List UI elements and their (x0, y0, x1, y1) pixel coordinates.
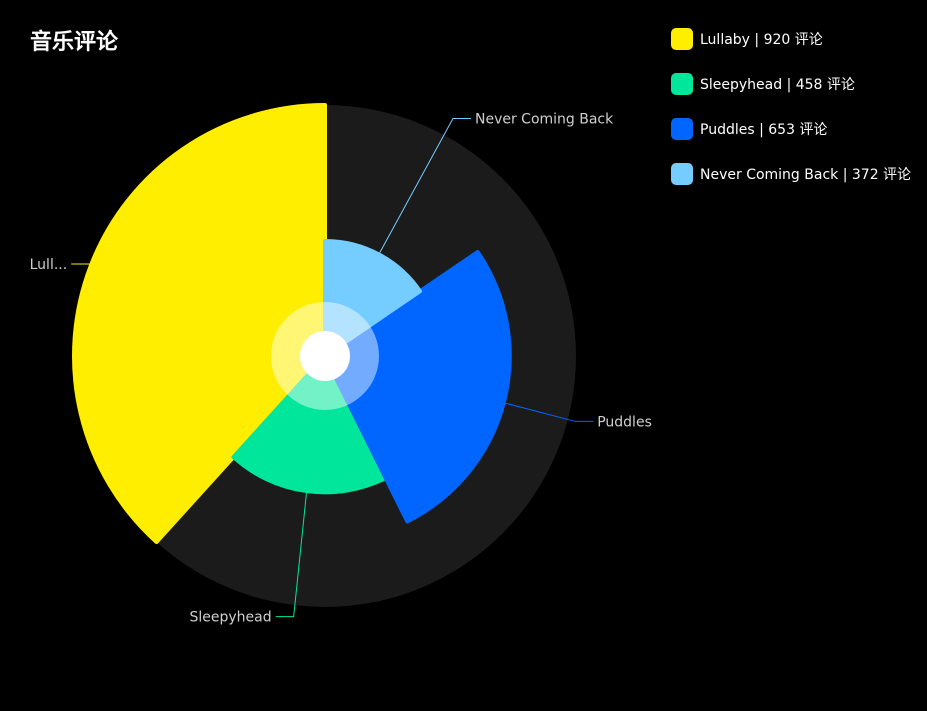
slice-labels: Lull... Sleepyhead Puddles Never Coming Bac… (30, 111, 652, 625)
chart-title: 音乐评论 (30, 30, 119, 55)
legend-swatch (671, 117, 693, 140)
legend-item-never-coming-back[interactable]: Never Coming Back | 372 评论 (671, 162, 921, 185)
legend-item-sleepyhead[interactable]: Sleepyhead | 458 评论 (671, 72, 921, 95)
legend-item-lullaby[interactable]: Lullaby | 920 评论 (671, 27, 921, 50)
legend-item-puddles[interactable]: Puddles | 653 评论 (671, 117, 921, 140)
leader-line (491, 398, 594, 422)
center-hole (300, 331, 350, 381)
slice-label: Sleepyhead (190, 610, 272, 626)
rose-slices (72, 103, 512, 545)
legend-label: Lullaby | 920 评论 (700, 31, 823, 48)
legend: Lullaby | 920 评论 Sleepyhead | 458 评论 Pud… (671, 27, 921, 207)
legend-swatch (671, 27, 693, 50)
legend-swatch (671, 72, 693, 95)
slice-label: Never Coming Back (475, 111, 614, 127)
leader-line (275, 481, 309, 618)
leader-line (71, 263, 108, 273)
slice-label: Puddles (597, 414, 652, 430)
legend-label: Never Coming Back | 372 评论 (700, 166, 912, 183)
legend-label: Puddles | 653 评论 (700, 121, 828, 138)
slice-label: Lull... (30, 257, 68, 273)
legend-swatch (671, 162, 693, 185)
legend-label: Sleepyhead | 458 评论 (700, 76, 855, 93)
leader-line (374, 117, 471, 262)
label-leaders (71, 117, 594, 618)
